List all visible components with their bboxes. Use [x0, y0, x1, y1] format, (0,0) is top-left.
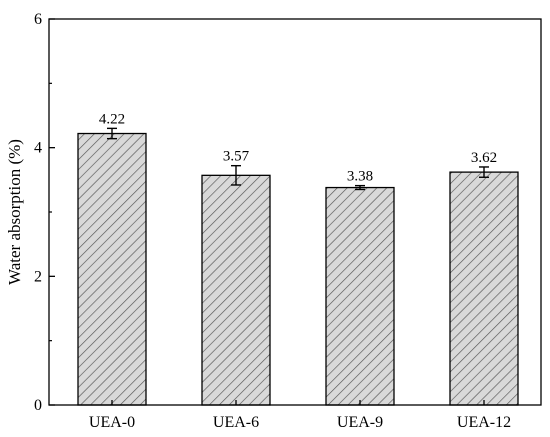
y-axis-title: Water absorption (%) — [5, 139, 24, 285]
value-label-uea-6: 3.57 — [223, 149, 250, 165]
y-tick-label-4: 4 — [34, 140, 42, 157]
bar-uea-0 — [77, 132, 147, 406]
x-tick-label-uea-12: UEA-12 — [457, 414, 511, 431]
value-label-uea-12: 3.62 — [471, 150, 497, 166]
x-axis: UEA-0 UEA-6 UEA-9 UEA-12 — [89, 400, 511, 431]
bar-uea-9 — [325, 186, 395, 406]
x-tick-label-uea-6: UEA-6 — [213, 414, 259, 431]
bar-uea-12 — [449, 171, 519, 406]
bar-uea-6 — [201, 174, 271, 406]
y-tick-label-6: 6 — [34, 11, 42, 28]
y-axis: 0 2 4 6 — [34, 11, 55, 414]
x-tick-label-uea-0: UEA-0 — [89, 414, 135, 431]
value-label-uea-9: 3.38 — [347, 169, 373, 185]
y-tick-label-2: 2 — [34, 268, 42, 285]
error-bars-layer — [107, 127, 489, 191]
y-tick-label-0: 0 — [34, 397, 42, 414]
value-label-uea-0: 4.22 — [99, 111, 125, 127]
x-tick-label-uea-9: UEA-9 — [337, 414, 383, 431]
bars-layer — [77, 132, 519, 406]
value-labels-layer: 4.22 3.57 3.38 3.62 — [99, 111, 497, 184]
